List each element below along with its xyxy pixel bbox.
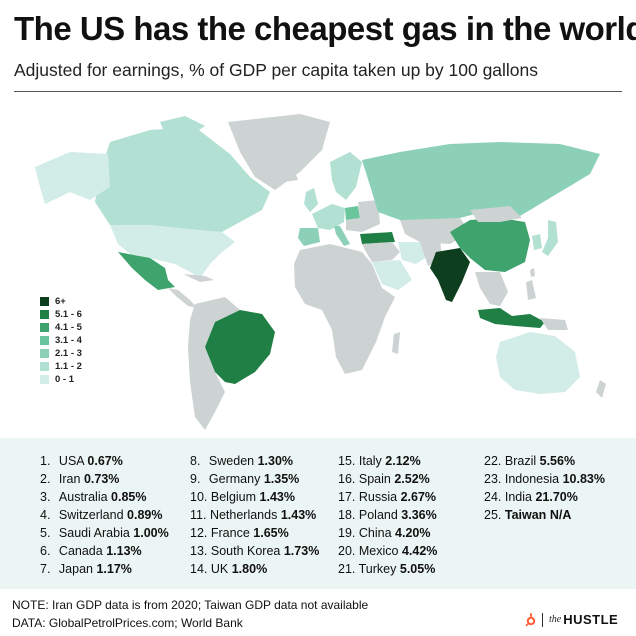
footnote: NOTE: Iran GDP data is from 2020; Taiwan… — [12, 598, 369, 612]
ranking-item: 14. UK 1.80% — [190, 562, 268, 576]
saudi-arabia — [372, 260, 412, 290]
legend-label: 2.1 - 3 — [55, 348, 82, 359]
legend-swatch — [40, 323, 49, 332]
canada — [95, 127, 270, 232]
legend-label: 3.1 - 4 — [55, 335, 82, 346]
legend-item: 4.1 - 5 — [40, 321, 82, 334]
uk — [304, 188, 318, 212]
china — [450, 218, 530, 272]
ranking-item: 25. Taiwan N/A — [484, 508, 572, 522]
greenland — [228, 114, 330, 190]
page-subtitle: Adjusted for earnings, % of GDP per capi… — [14, 60, 539, 80]
legend-label: 4.1 - 5 — [55, 322, 82, 333]
ranking-panel: 1. USA 0.67% 2. Iran 0.73% 3. Australia … — [0, 438, 636, 589]
ranking-item: 22. Brazil 5.56% — [484, 454, 576, 468]
russia — [362, 142, 600, 220]
world-map — [35, 114, 606, 430]
africa — [294, 244, 395, 374]
ranking-item: 18. Poland 3.36% — [338, 508, 437, 522]
ranking-item: 9. Germany 1.35% — [190, 472, 300, 486]
legend-swatch — [40, 362, 49, 371]
ranking-item: 24. India 21.70% — [484, 490, 578, 504]
legend-label: 5.1 - 6 — [55, 309, 82, 320]
ranking-item: 5. Saudi Arabia 1.00% — [40, 526, 169, 540]
legend-label: 6+ — [55, 296, 66, 307]
page-title: The US has the cheapest gas in the world — [14, 10, 636, 47]
ranking-item: 16. Spain 2.52% — [338, 472, 430, 486]
logo-divider — [542, 612, 543, 627]
central-america — [168, 288, 197, 308]
caribbean — [183, 274, 214, 282]
ranking-item: 15. Italy 2.12% — [338, 454, 421, 468]
iran — [398, 242, 428, 264]
legend-swatch — [40, 310, 49, 319]
brazil — [205, 310, 275, 384]
mexico — [118, 252, 175, 290]
new-zealand — [596, 380, 606, 398]
madagascar — [392, 332, 400, 354]
legend-swatch — [40, 349, 49, 358]
legend-item: 3.1 - 4 — [40, 334, 82, 347]
ranking-item: 19. China 4.20% — [338, 526, 431, 540]
legend-item: 2.1 - 3 — [40, 347, 82, 360]
ranking-item: 2. Iran 0.73% — [40, 472, 120, 486]
hubspot-sprocket-icon — [525, 612, 536, 626]
ranking-item: 17. Russia 2.67% — [338, 490, 437, 504]
hustle-logo: the HUSTLE — [524, 612, 618, 627]
ranking-item: 4. Switzerland 0.89% — [40, 508, 163, 522]
ranking-item: 20. Mexico 4.42% — [338, 544, 438, 558]
scandinavia — [330, 152, 362, 200]
ranking-item: 6. Canada 1.13% — [40, 544, 142, 558]
western-europe — [312, 204, 345, 230]
ranking-item: 23. Indonesia 10.83% — [484, 472, 605, 486]
legend-swatch — [40, 375, 49, 384]
legend-label: 1.1 - 2 — [55, 361, 82, 372]
legend-swatch — [40, 336, 49, 345]
central-asia — [400, 218, 470, 244]
ranking-item: 1. USA 0.67% — [40, 454, 123, 468]
india — [430, 248, 470, 302]
legend-item: 0 - 1 — [40, 373, 82, 386]
ranking-item: 12. France 1.65% — [190, 526, 289, 540]
spain — [298, 228, 320, 246]
italy — [334, 226, 350, 246]
ranking-item: 8. Sweden 1.30% — [190, 454, 294, 468]
map-legend: 6+ 5.1 - 6 4.1 - 5 3.1 - 4 2.1 - 3 1.1 -… — [40, 295, 82, 386]
korea — [532, 234, 542, 250]
legend-swatch — [40, 297, 49, 306]
new-guinea — [540, 318, 568, 330]
ranking-item: 21. Turkey 5.05% — [338, 562, 436, 576]
southeast-asia — [475, 272, 508, 306]
middle-east — [362, 242, 400, 262]
legend-label: 0 - 1 — [55, 374, 75, 385]
legend-item: 5.1 - 6 — [40, 308, 82, 321]
data-source: DATA: GlobalPetrolPrices.com; World Bank — [12, 616, 243, 630]
taiwan — [530, 268, 535, 277]
turkey — [360, 232, 395, 244]
australia — [496, 332, 580, 394]
ranking-item: 7. Japan 1.17% — [40, 562, 132, 576]
iceland — [280, 172, 298, 182]
eastern-europe — [346, 200, 380, 232]
south-america — [188, 297, 240, 430]
ranking-item: 10. Belgium 1.43% — [190, 490, 295, 504]
indonesia — [478, 308, 545, 328]
legend-item: 6+ — [40, 295, 82, 308]
alaska — [35, 152, 110, 204]
ranking-item: 3. Australia 0.85% — [40, 490, 147, 504]
logo-the: the — [549, 614, 562, 625]
ranking-item: 11. Netherlands 1.43% — [190, 508, 317, 522]
poland — [345, 206, 360, 220]
ranking-item: 13. South Korea 1.73% — [190, 544, 320, 558]
mongolia — [470, 206, 522, 222]
usa — [110, 225, 235, 278]
japan — [542, 220, 558, 256]
legend-item: 1.1 - 2 — [40, 360, 82, 373]
philippines — [526, 280, 536, 300]
logo-name: HUSTLE — [563, 612, 619, 627]
canada-islands — [160, 116, 205, 136]
header-divider — [14, 91, 622, 92]
